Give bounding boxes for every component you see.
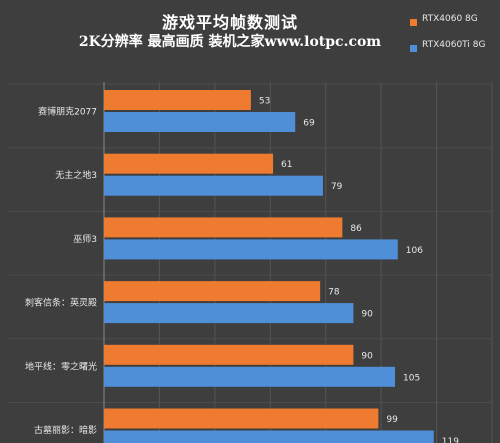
bar [104,366,395,387]
data-label: 61 [281,160,292,170]
bar [104,408,379,429]
bar [104,153,274,174]
bar [104,281,321,302]
category-tick-label: 地平线：零之曙光 [25,360,97,372]
bar [104,90,251,110]
data-label: 79 [331,182,343,192]
bar [104,344,354,365]
data-label: 90 [361,351,373,361]
data-label: 78 [328,288,340,298]
category-tick-label: 无主之地3 [55,169,97,181]
data-label: 53 [259,97,270,107]
data-label: 105 [403,373,420,383]
legend-label-rtx4060ti: RTX4060Ti 8G [422,40,486,50]
legend-label-rtx4060: RTX4060 8G [422,14,478,24]
bar [104,303,354,324]
category-tick-label: 刺客信条：英灵殿 [25,297,97,309]
bar [104,430,434,443]
bar [104,217,343,238]
chart-subtitle: 2K分辨率 最高画质 装机之家www.lotpc.com [78,34,382,50]
legend-swatch-rtx4060 [410,19,417,26]
legend-swatch-rtx4060ti [410,45,417,52]
data-label: 90 [361,310,373,320]
data-label: 119 [442,437,459,443]
bar [104,175,323,196]
category-tick-label: 古墓丽影：暗影 [34,424,97,436]
data-label: 69 [303,119,315,129]
category-tick-label: 赛博朋克2077 [38,106,97,118]
data-label: 86 [350,224,362,234]
data-label: 106 [406,246,423,256]
bar [104,239,398,260]
data-label: 99 [386,415,398,425]
bar [104,112,296,132]
chart-title: 游戏平均帧数测试 [161,13,298,32]
category-tick-label: 巫师3 [73,233,97,245]
